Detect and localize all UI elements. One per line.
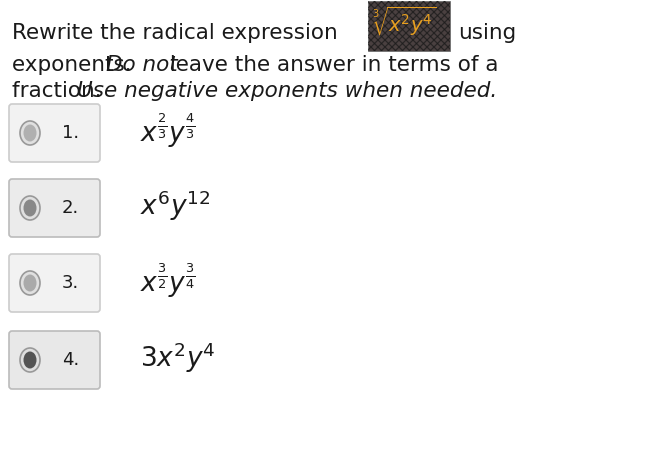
Ellipse shape	[20, 121, 40, 145]
Text: $\sqrt[3]{x^2y^4}$: $\sqrt[3]{x^2y^4}$	[372, 5, 436, 38]
FancyBboxPatch shape	[9, 331, 100, 389]
Text: 3.: 3.	[62, 274, 79, 292]
Text: exponents.: exponents.	[12, 55, 138, 75]
Text: 4.: 4.	[62, 351, 79, 369]
Ellipse shape	[23, 351, 36, 368]
Text: Do not: Do not	[106, 55, 178, 75]
Ellipse shape	[20, 196, 40, 220]
FancyBboxPatch shape	[9, 254, 100, 312]
Text: Use negative exponents when needed.: Use negative exponents when needed.	[77, 81, 497, 101]
Ellipse shape	[20, 271, 40, 295]
Text: using: using	[458, 23, 516, 43]
Ellipse shape	[23, 274, 36, 291]
Text: $x^{\frac{2}{3}}y^{\frac{4}{3}}$: $x^{\frac{2}{3}}y^{\frac{4}{3}}$	[140, 112, 196, 150]
Text: Rewrite the radical expression: Rewrite the radical expression	[12, 23, 337, 43]
Text: 2.: 2.	[62, 199, 79, 217]
Ellipse shape	[23, 200, 36, 217]
Text: $3x^{2}y^{4}$: $3x^{2}y^{4}$	[140, 341, 215, 375]
Text: leave the answer in terms of a: leave the answer in terms of a	[163, 55, 498, 75]
Text: $x^{\frac{3}{2}}y^{\frac{3}{4}}$: $x^{\frac{3}{2}}y^{\frac{3}{4}}$	[140, 262, 196, 300]
Text: 1.: 1.	[62, 124, 79, 142]
FancyBboxPatch shape	[9, 104, 100, 162]
Ellipse shape	[23, 124, 36, 141]
FancyBboxPatch shape	[368, 1, 450, 51]
FancyBboxPatch shape	[9, 179, 100, 237]
Text: fraction.: fraction.	[12, 81, 108, 101]
Text: $x^{6}y^{12}$: $x^{6}y^{12}$	[140, 189, 210, 223]
Ellipse shape	[20, 348, 40, 372]
